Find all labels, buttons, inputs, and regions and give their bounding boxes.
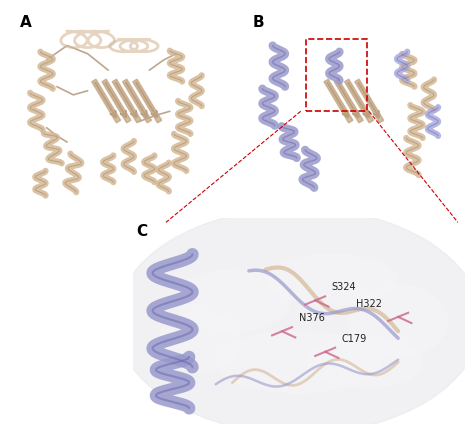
Text: A: A: [20, 15, 32, 30]
Polygon shape: [345, 79, 374, 123]
Polygon shape: [92, 79, 120, 123]
Polygon shape: [355, 79, 383, 123]
Ellipse shape: [265, 254, 398, 306]
Polygon shape: [112, 79, 141, 123]
Polygon shape: [92, 79, 120, 123]
Polygon shape: [324, 79, 353, 123]
Polygon shape: [112, 79, 141, 123]
Polygon shape: [102, 79, 131, 123]
Text: C: C: [136, 224, 147, 239]
Polygon shape: [133, 79, 162, 123]
Polygon shape: [133, 79, 162, 123]
Ellipse shape: [174, 270, 290, 331]
Polygon shape: [324, 79, 353, 123]
Text: N376: N376: [299, 313, 325, 323]
Polygon shape: [334, 79, 363, 123]
Ellipse shape: [157, 311, 240, 372]
Text: B: B: [252, 15, 264, 30]
Ellipse shape: [348, 285, 448, 357]
Bar: [306, 39, 367, 111]
Polygon shape: [123, 79, 151, 123]
Text: H322: H322: [356, 299, 382, 309]
Polygon shape: [123, 79, 151, 123]
Polygon shape: [334, 79, 363, 123]
Ellipse shape: [116, 208, 474, 428]
Text: C179: C179: [342, 333, 367, 344]
Polygon shape: [355, 79, 383, 123]
Ellipse shape: [307, 336, 423, 388]
Polygon shape: [102, 79, 131, 123]
Text: S324: S324: [332, 282, 356, 292]
Polygon shape: [345, 79, 374, 123]
Ellipse shape: [216, 331, 382, 393]
